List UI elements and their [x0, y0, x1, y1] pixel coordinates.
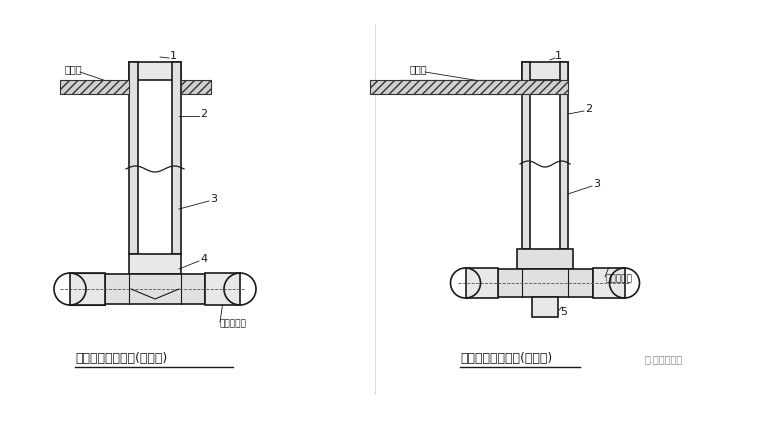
- Text: 1: 1: [170, 51, 177, 61]
- Bar: [105, 274, 205, 304]
- Text: 非道路: 非道路: [410, 64, 428, 74]
- Text: 2: 2: [585, 104, 592, 114]
- Bar: [60, 80, 129, 94]
- Bar: [70, 273, 105, 305]
- Bar: [522, 62, 530, 249]
- Bar: [370, 80, 568, 94]
- Bar: [129, 62, 181, 80]
- Bar: [129, 254, 181, 274]
- Text: 4: 4: [200, 254, 207, 264]
- Bar: [593, 268, 625, 298]
- Bar: [522, 62, 568, 80]
- Text: 埋地排水管: 埋地排水管: [605, 274, 632, 284]
- Text: 水.电知识平台: 水.电知识平台: [645, 354, 683, 364]
- Bar: [517, 249, 573, 269]
- Text: 3: 3: [210, 194, 217, 204]
- Bar: [560, 62, 568, 249]
- Bar: [400, 80, 522, 94]
- Text: 2: 2: [200, 109, 207, 119]
- Text: 非防护井盖检查井(无流槽): 非防护井盖检查井(无流槽): [460, 352, 553, 365]
- Bar: [205, 273, 240, 305]
- Bar: [532, 297, 558, 317]
- Text: 3: 3: [593, 179, 600, 189]
- Bar: [498, 269, 593, 297]
- Text: 5: 5: [560, 307, 567, 317]
- Bar: [129, 62, 138, 254]
- Text: 埋地排水管: 埋地排水管: [220, 320, 247, 329]
- Text: 非防护井盖检查井(有流槽): 非防护井盖检查井(有流槽): [75, 352, 167, 365]
- Text: 非道路: 非道路: [65, 64, 83, 74]
- Bar: [172, 62, 181, 254]
- Text: 1: 1: [555, 51, 562, 61]
- Bar: [181, 80, 211, 94]
- Bar: [465, 268, 498, 298]
